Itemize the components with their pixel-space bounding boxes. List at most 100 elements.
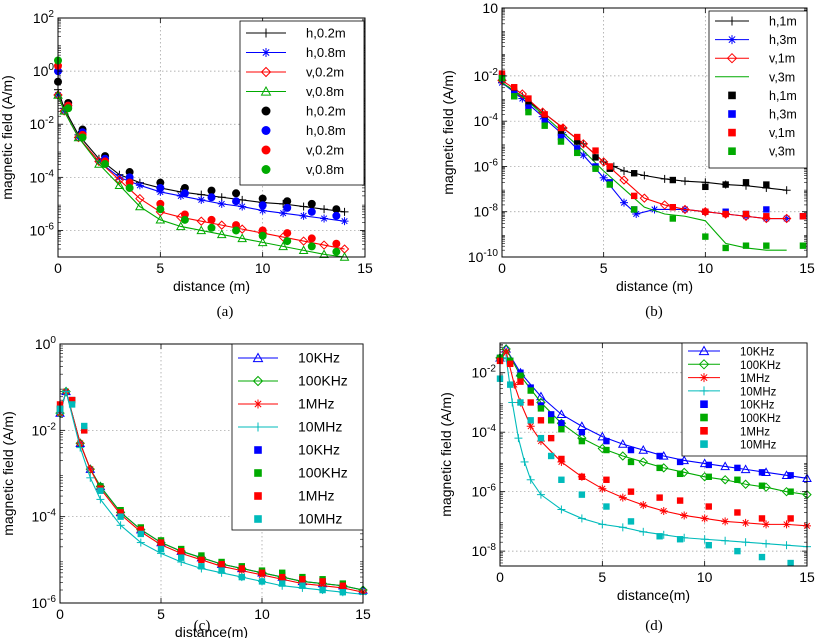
x-tick-label: 0 (496, 569, 504, 585)
data-point (258, 569, 266, 576)
series-line-4 (501, 82, 787, 251)
legend-entry: h,0.2m (246, 26, 346, 41)
chart-panel-1: 0 5 10 15 102 100 10-2 10-4 10-6 distance (m) magn… (0, 9, 373, 320)
data-point (656, 464, 663, 472)
legend-label: 10KHz (740, 347, 775, 359)
legend-label: v,1m (769, 52, 795, 66)
panel-caption: (a) (217, 304, 234, 320)
data-point (218, 567, 225, 574)
y-tick-label: 10-6 (473, 157, 498, 174)
data-point (258, 201, 267, 210)
data-point (156, 183, 165, 192)
series-line (57, 94, 345, 250)
legend-box (239, 20, 365, 186)
legend-label: 10KHz (298, 350, 340, 366)
data-point (78, 133, 87, 142)
data-point (799, 242, 807, 249)
data-point (656, 452, 663, 460)
legend-box (681, 342, 808, 457)
legend-entry: h,1m (715, 15, 797, 29)
data-point (299, 576, 306, 583)
data-point (258, 231, 267, 240)
legend: 10KHz 100KHz 1MHz 10MHz 10KHz 100KHz 1MHz 10MHz (231, 343, 364, 531)
legend-entry: v,3m (715, 70, 795, 84)
series-line (499, 347, 808, 496)
data-point (101, 160, 110, 169)
data-point (722, 244, 729, 252)
legend-entry: 1MHz (688, 373, 770, 385)
data-point (558, 455, 565, 463)
data-point (799, 213, 807, 220)
y-axis-label: magnetic field (A/m) (0, 75, 15, 199)
data-point (68, 396, 76, 404)
data-point (705, 473, 712, 480)
y-tick-label: 10-2 (29, 115, 54, 132)
data-point (156, 205, 165, 214)
data-point (630, 170, 638, 177)
data-point (758, 553, 766, 561)
data-point (578, 491, 586, 498)
data-point (547, 411, 555, 418)
data-point (198, 556, 205, 564)
legend-entry: 10MHz (688, 386, 777, 398)
legend-label: h,1m (769, 89, 797, 103)
data-point (705, 503, 712, 510)
legend-entry: 10KHz (700, 400, 775, 412)
y-tick-label: 10-2 (473, 67, 498, 84)
x-tick-label: 0 (54, 260, 62, 276)
data-point (734, 476, 741, 483)
chart-panel-3: 0 5 10 15 100 10-2 10-4 10-6 distance(m) magnetic… (0, 335, 371, 638)
x-tick-label: 15 (355, 606, 371, 622)
legend-entry: 1MHz (254, 488, 335, 504)
data-point (232, 189, 241, 198)
legend-label: 100KHz (298, 373, 348, 389)
data-point (603, 446, 610, 454)
data-point (64, 104, 73, 113)
data-point (742, 179, 750, 186)
data-point (734, 547, 741, 555)
data-point (332, 205, 341, 214)
y-tick-label: 10-4 (473, 112, 498, 129)
data-point (758, 515, 766, 522)
legend-entry: h,3m (715, 33, 797, 47)
data-point (656, 533, 663, 540)
data-point (606, 181, 613, 188)
y-tick-label: 100 (33, 62, 55, 79)
data-point (207, 193, 216, 202)
x-tick-label: 15 (799, 569, 815, 585)
legend-entry: v,0.8m (261, 162, 344, 177)
data-point (547, 452, 555, 460)
data-point (258, 194, 267, 203)
series-line (501, 79, 787, 220)
series-line-2 (54, 91, 349, 226)
data-point (578, 437, 586, 445)
x-tick-label: 0 (498, 260, 506, 276)
legend-label: 10MHz (298, 511, 342, 527)
data-point (283, 237, 292, 246)
data-point (578, 473, 586, 480)
data-point (603, 476, 610, 483)
legend-label: 100KHz (740, 413, 781, 425)
data-point (592, 154, 599, 161)
y-axis-label: magnetic field (A/m) (438, 392, 454, 516)
data-point (592, 147, 599, 154)
data-point (558, 476, 565, 483)
legend-entry: h,0.8m (246, 45, 346, 60)
data-point (574, 149, 581, 157)
legend-label: 10MHz (740, 386, 777, 398)
x-tick-label: 10 (697, 569, 713, 585)
legend-label: 10MHz (740, 440, 777, 452)
y-tick-label: 10-8 (471, 542, 496, 559)
data-point (669, 215, 676, 222)
legend-label: 10MHz (298, 419, 342, 435)
legend-label: v,3m (769, 145, 795, 159)
legend-entry: h,3m (728, 108, 797, 122)
legend-label: 1MHz (740, 426, 770, 438)
legend-label: 100KHz (740, 360, 781, 372)
y-tick-label: 10-2 (31, 421, 56, 438)
data-point (592, 165, 599, 172)
chart-panel-2: 0 5 10 15 10 10-2 10-4 10-6 10-8 10-10 distance (m… (440, 0, 815, 320)
data-point (537, 417, 545, 424)
legend-entry: 10MHz (254, 511, 342, 527)
legend-label: v,3m (769, 70, 795, 84)
